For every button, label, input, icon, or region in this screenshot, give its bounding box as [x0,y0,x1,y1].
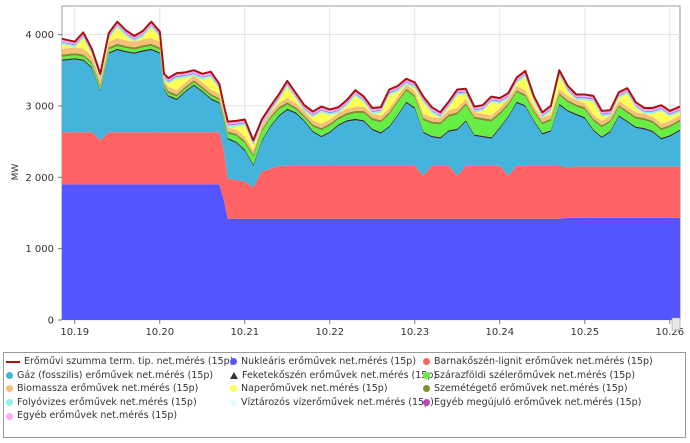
area-series-1 [62,132,680,219]
legend-item: Biomassza erőművek net.mérés (15p) [6,382,198,396]
legend-dot-icon [230,385,237,393]
legend-label: Egyéb megújuló erőművek net.mérés (15p) [434,396,642,408]
legend-item: Naperőművek net.mérés (15p) [230,382,388,396]
legend-label: Víztározós vízerőművek net.mérés (15p) [241,396,434,408]
legend-label: Szemétégető erőművek net.mérés (15p) [434,383,628,395]
legend-item: Egyéb megújuló erőművek net.mérés (15p) [423,396,641,410]
area-series-4 [62,46,680,165]
x-tick-label: 10.23 [400,327,429,338]
x-tick-label: 10.26 [655,327,684,338]
legend-item: Nukleáris erőművek net.mérés (15p) [230,355,416,369]
legend-label: Szárazföldi szélerőművek net.mérés (15p) [434,369,636,381]
zoom-handle[interactable] [671,317,681,331]
legend-item: Gáz (fosszilis) erőművek net.mérés (15p) [6,369,213,383]
legend-item: Erőművi szumma term. tip. net.mérés (15p… [6,355,233,369]
y-tick-label: 3 000 [25,101,54,112]
y-tick-label: 1 000 [25,244,54,255]
legend-item: Barnakőszén-lignit erőművek net.mérés (1… [423,355,653,369]
y-axis: 0 1 000 2 000 3 000 4 000 [25,30,62,327]
y-tick-label: 2 000 [25,173,54,184]
legend-item: Egyéb erőművek net.mérés (15p) [6,409,177,423]
area-series-7 [62,27,680,151]
legend-label: Feketekőszén erőművek net.mérés (15p) [242,369,438,381]
chart-legend: Erőművi szumma term. tip. net.mérés (15p… [3,352,686,438]
x-tick-label: 10.22 [315,327,344,338]
legend-line-icon [6,360,20,363]
y-axis-label: MW [11,164,21,181]
y-tick-label: 0 [48,316,54,327]
legend-item: Feketekőszén erőművek net.mérés (15p) [230,369,437,383]
x-tick-label: 10.21 [230,327,259,338]
legend-triangle-icon [230,371,238,379]
area-series-2 [62,50,680,188]
legend-dot-icon [6,399,13,407]
y-tick-label: 4 000 [25,30,54,41]
legend-label: Biomassza erőművek net.mérés (15p) [17,383,199,395]
x-tick-label: 10.25 [570,327,599,338]
legend-dot-icon [423,385,430,393]
legend-dot-icon [423,358,430,366]
area-series-0 [62,184,680,320]
legend-dot-icon [423,399,430,407]
legend-item: Szemétégető erőművek net.mérés (15p) [423,382,628,396]
x-tick-label: 10.20 [145,327,174,338]
legend-label: Gáz (fosszilis) erőművek net.mérés (15p) [17,369,214,381]
legend-item: Szárazföldi szélerőművek net.mérés (15p) [423,369,635,383]
legend-label: Naperőművek net.mérés (15p) [241,383,388,395]
stacked-areas [62,21,680,320]
legend-label: Egyéb erőművek net.mérés (15p) [17,410,178,422]
total-line [61,20,681,142]
legend-label: Erőművi szumma term. tip. net.mérés (15p… [24,356,234,367]
legend-label: Barnakőszén-lignit erőművek net.mérés (1… [434,356,653,367]
legend-dot-icon [230,358,237,366]
legend-dot-icon [423,371,430,379]
legend-label: Folyóvizes erőművek net.mérés (15p) [17,396,197,408]
legend-item: Folyóvizes erőművek net.mérés (15p) [6,396,197,410]
legend-label: Nukleáris erőművek net.mérés (15p) [241,356,417,367]
x-axis: 10.19 10.20 10.21 10.22 10.23 10.24 10.25 10.26 [60,320,684,338]
x-tick-label: 10.19 [60,327,89,338]
legend-dot-icon [6,385,13,393]
total-line-path [61,20,681,142]
legend-dot-icon [6,412,13,420]
x-tick-label: 10.24 [485,327,514,338]
legend-item: Víztározós vízerőművek net.mérés (15p) [230,396,434,410]
legend-dot-icon [230,399,237,407]
legend-dot-icon [6,371,13,379]
